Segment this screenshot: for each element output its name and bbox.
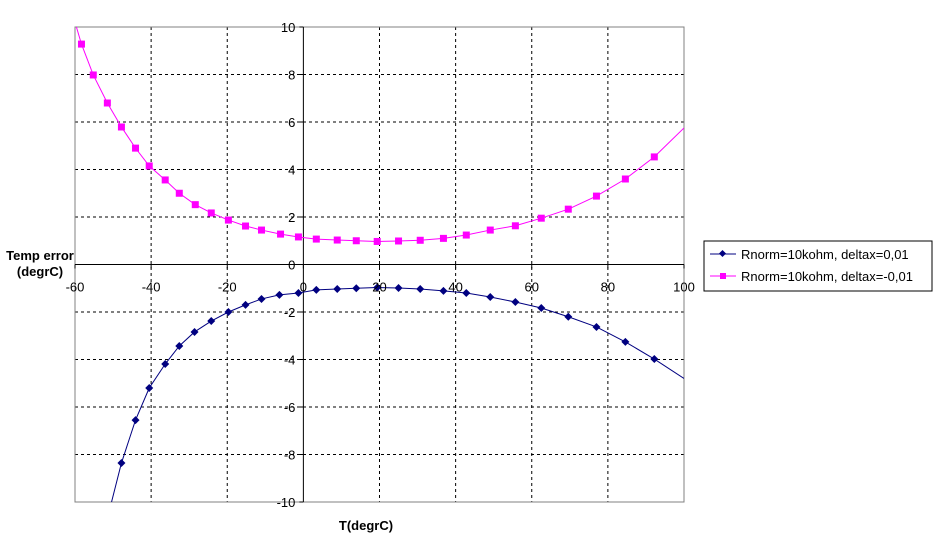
data-point-square	[258, 226, 266, 234]
data-point-square	[333, 236, 341, 244]
data-point-square	[191, 201, 199, 209]
x-tick-label: 60	[525, 280, 539, 295]
data-point-diamond	[190, 327, 199, 336]
data-point-square	[416, 236, 424, 244]
data-point-square	[373, 237, 381, 245]
legend-marker-square-icon	[720, 273, 726, 279]
x-tick-label: 80	[601, 280, 615, 295]
data-point-diamond	[241, 300, 250, 309]
x-tick-label: -20	[218, 280, 237, 295]
data-point-square	[621, 175, 629, 183]
data-point-square	[511, 222, 519, 230]
data-point-square	[103, 99, 111, 107]
x-tick-label: 40	[448, 280, 462, 295]
data-point-square	[145, 162, 153, 170]
y-tick-label: 8	[288, 68, 295, 83]
data-point-square	[224, 216, 232, 224]
y-tick-label: 2	[288, 210, 295, 225]
data-point-diamond	[462, 289, 471, 297]
data-point-square	[277, 230, 285, 238]
axes	[74, 26, 685, 503]
data-point-diamond	[373, 283, 382, 292]
y-tick-label: -10	[277, 495, 296, 510]
data-point-diamond	[621, 337, 630, 346]
data-point-square	[117, 123, 125, 131]
data-point-square	[77, 40, 85, 48]
data-point-diamond	[131, 416, 140, 425]
data-point-diamond	[352, 284, 361, 293]
data-point-diamond	[416, 284, 425, 293]
data-point-diamond	[333, 284, 342, 293]
data-point-diamond	[650, 355, 659, 364]
data-point-square	[462, 231, 470, 239]
markers-layer	[77, 40, 659, 468]
data-point-square	[132, 144, 140, 152]
data-point-diamond	[224, 308, 233, 316]
data-point-diamond	[207, 317, 216, 326]
x-tick-label: -40	[142, 280, 161, 295]
data-point-diamond	[145, 384, 154, 392]
y-tick-label: 10	[281, 20, 295, 35]
y-tick-label: 6	[288, 115, 295, 130]
y-tick-label: 4	[288, 163, 295, 178]
data-point-diamond	[294, 289, 303, 297]
data-point-diamond	[394, 284, 403, 293]
data-point-square	[294, 233, 302, 241]
data-point-diamond	[175, 341, 184, 350]
x-tick-label: 20	[372, 280, 386, 295]
y-tick-label: -8	[284, 448, 296, 463]
data-point-diamond	[275, 290, 284, 299]
data-point-square	[352, 237, 360, 245]
data-point-square	[207, 209, 215, 217]
data-point-diamond	[564, 312, 573, 321]
data-point-square	[175, 189, 183, 197]
data-point-square	[650, 153, 658, 161]
data-point-square	[312, 235, 320, 243]
data-point-diamond	[537, 303, 546, 312]
data-point-diamond	[312, 285, 321, 294]
data-point-square	[395, 237, 403, 245]
data-point-diamond	[117, 459, 126, 468]
data-point-square	[242, 222, 250, 230]
data-point-diamond	[511, 298, 520, 307]
data-point-diamond	[257, 294, 266, 303]
x-tick-label: -60	[66, 280, 85, 295]
grid	[75, 27, 684, 502]
y-axis-title-line2: (degrC)	[17, 264, 63, 279]
data-point-diamond	[592, 322, 601, 331]
y-tick-label: -6	[284, 400, 296, 415]
y-tick-label: 0	[288, 258, 295, 273]
data-point-diamond	[486, 293, 495, 302]
data-point-square	[89, 71, 97, 79]
series-line-1	[111, 287, 684, 502]
x-tick-label: 100	[673, 280, 695, 295]
data-point-diamond	[161, 360, 170, 369]
y-tick-label: -4	[284, 353, 296, 368]
y-axis-title-line1: Temp error	[6, 248, 74, 263]
legend-marker-diamond-icon	[718, 249, 727, 258]
data-point-square	[439, 234, 447, 242]
legend-label-series-2: Rnorm=10kohm, deltax=-0,01	[741, 269, 913, 284]
legend-label-series-1: Rnorm=10kohm, deltax=0,01	[741, 247, 909, 262]
legend: Rnorm=10kohm, deltax=0,01 Rnorm=10kohm, …	[703, 240, 933, 292]
data-point-square	[537, 214, 545, 222]
data-point-square	[564, 205, 572, 213]
x-tick-label: 0	[300, 280, 307, 295]
data-point-square	[161, 176, 169, 184]
y-tick-label: -2	[284, 305, 296, 320]
x-axis-title: T(degrC)	[339, 518, 393, 533]
data-point-diamond	[439, 286, 448, 295]
data-point-square	[486, 226, 494, 234]
data-point-square	[592, 192, 600, 200]
